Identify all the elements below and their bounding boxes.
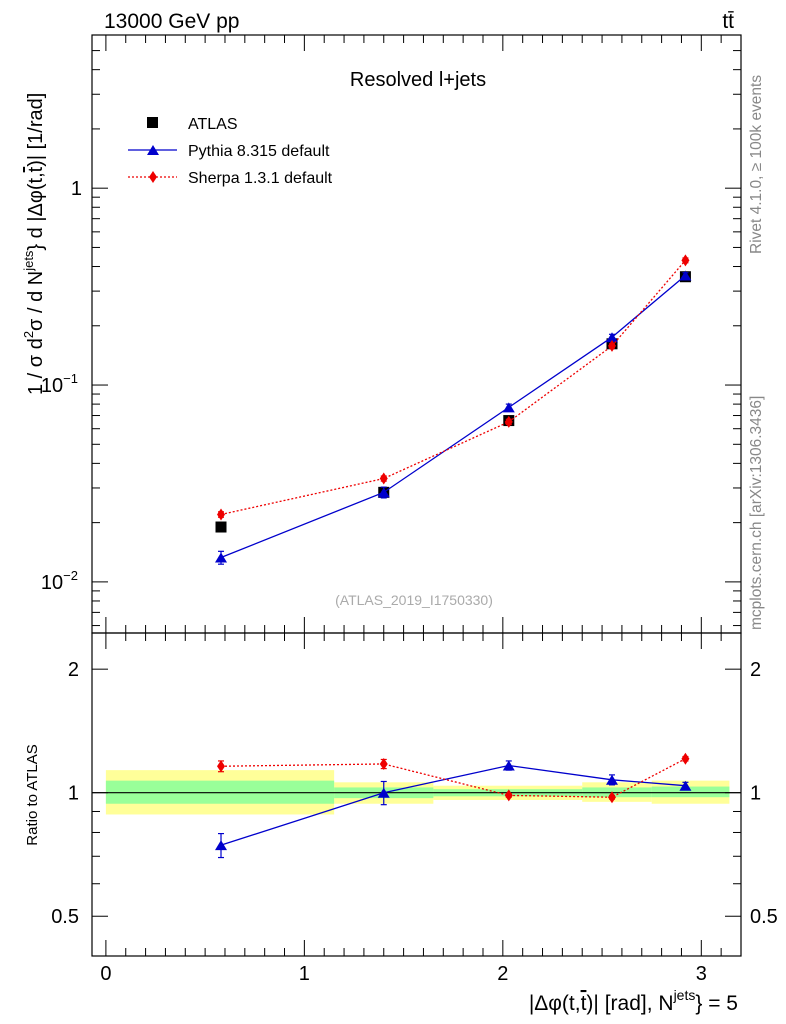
ratio-pythia-point [502,760,515,771]
x-tick-label: 2 [497,963,508,985]
ylabel-part-2: 2 [21,331,36,338]
main-data-point [215,521,227,533]
main-sherpa-point [504,415,513,428]
ratio-y-tick-label-left: 2 [68,659,79,681]
main-sherpa-point [607,339,616,352]
x-tick-label: 3 [696,963,707,985]
main-sherpa-point [217,508,226,521]
ratio-panel-data [215,752,692,859]
x-axis-title: |Δφ(t,t)| [rad], Njets} = 5 [529,987,738,1015]
ratio-sherpa-point [681,752,690,765]
ratio-sherpa-point [607,791,616,804]
legend-pythia-marker [147,145,159,155]
ratio-y-axis-title: Ratio to ATLAS [24,744,41,845]
main-pythia-line [220,275,686,559]
xlabel-part-2: t [581,992,587,1015]
legend: ATLAS Pythia 8.315 default Sherpa 1.3.1 … [128,116,333,187]
xlabel-part-1: |Δφ(t, [529,992,581,1015]
main-sherpa-point [379,472,388,485]
legend-sherpa-label: Sherpa 1.3.1 default [188,170,333,187]
rivet-version-label: Rivet 4.1.0, ≥ 100k events [748,75,765,254]
x-tick-label: 1 [299,963,310,985]
ratio-y-tick-label-right: 0.5 [750,906,778,928]
main-pythia-point [605,332,618,343]
ratio-panel-frame [91,632,742,957]
ratio-pythia-point [377,787,390,798]
legend-data-label: ATLAS [188,116,238,133]
ylabel-part-5: } d |Δφ(t, [25,172,47,250]
xlabel-part-4: jets [673,987,696,1003]
ratio-inner-band [651,786,730,798]
mcplots-label: mcplots.cern.ch [arXiv:1306.3436] [748,396,765,630]
ylabel-part-7: )| [1/rad] [25,93,47,167]
main-sherpa-point [681,254,690,267]
ylabel-part-1: 1 / σ d [25,338,47,395]
ratio-pythia-point [679,780,692,791]
main-panel-data [215,254,692,565]
main-pythia-point [502,402,515,413]
main-y-tick-label: 10−2 [41,568,78,594]
ratio-sherpa-point [379,757,388,770]
ratio-y-tick-label-right: 1 [750,783,761,805]
analysis-watermark: (ATLAS_2019_I1750330) [335,592,493,608]
legend-pythia-label: Pythia 8.315 default [188,143,330,160]
ratio-panel-ticks: 0.5 0.5 1 1 2 2 0 1 2 3 [51,633,778,985]
x-tick-label: 0 [100,963,111,985]
main-y-tick-label: 1 [71,178,82,200]
main-pythia-point [215,552,228,563]
ratio-pythia-point [215,840,228,851]
ratio-sherpa-line [220,758,686,798]
ratio-y-tick-label-right: 2 [750,659,761,681]
main-y-tick-label: 10−1 [41,371,78,397]
main-panel-title: Resolved l+jets [350,69,486,91]
ratio-sherpa-point [217,760,226,773]
main-sherpa-line [220,259,686,516]
main-y-axis-title: 1 / σ d2σ / d Njets} d |Δφ(t,t)| [1/rad] [21,93,47,395]
xlabel-part-5: } = 5 [695,992,738,1015]
ratio-pythia-point [605,774,618,785]
main-panel-ticks: 10−2 10−1 1 [41,34,741,633]
ylabel-part-6: t [25,166,47,172]
ylabel-part-4: jets [21,250,36,272]
legend-data-marker [147,117,158,128]
main-pythia-point [377,487,390,498]
header-process-label: tt̄ [722,10,734,33]
ylabel-part-3: σ / d N [25,271,47,331]
header-energy-label: 13000 GeV pp [104,10,239,33]
legend-sherpa-marker [149,171,157,183]
main-pythia-point [679,270,692,281]
ratio-uncertainty-bands [92,770,741,815]
ratio-y-tick-label-left: 0.5 [51,906,79,928]
ratio-sherpa-point [504,789,513,802]
ratio-y-tick-label-left: 1 [68,783,79,805]
xlabel-part-3: )| [rad], N [586,992,673,1015]
